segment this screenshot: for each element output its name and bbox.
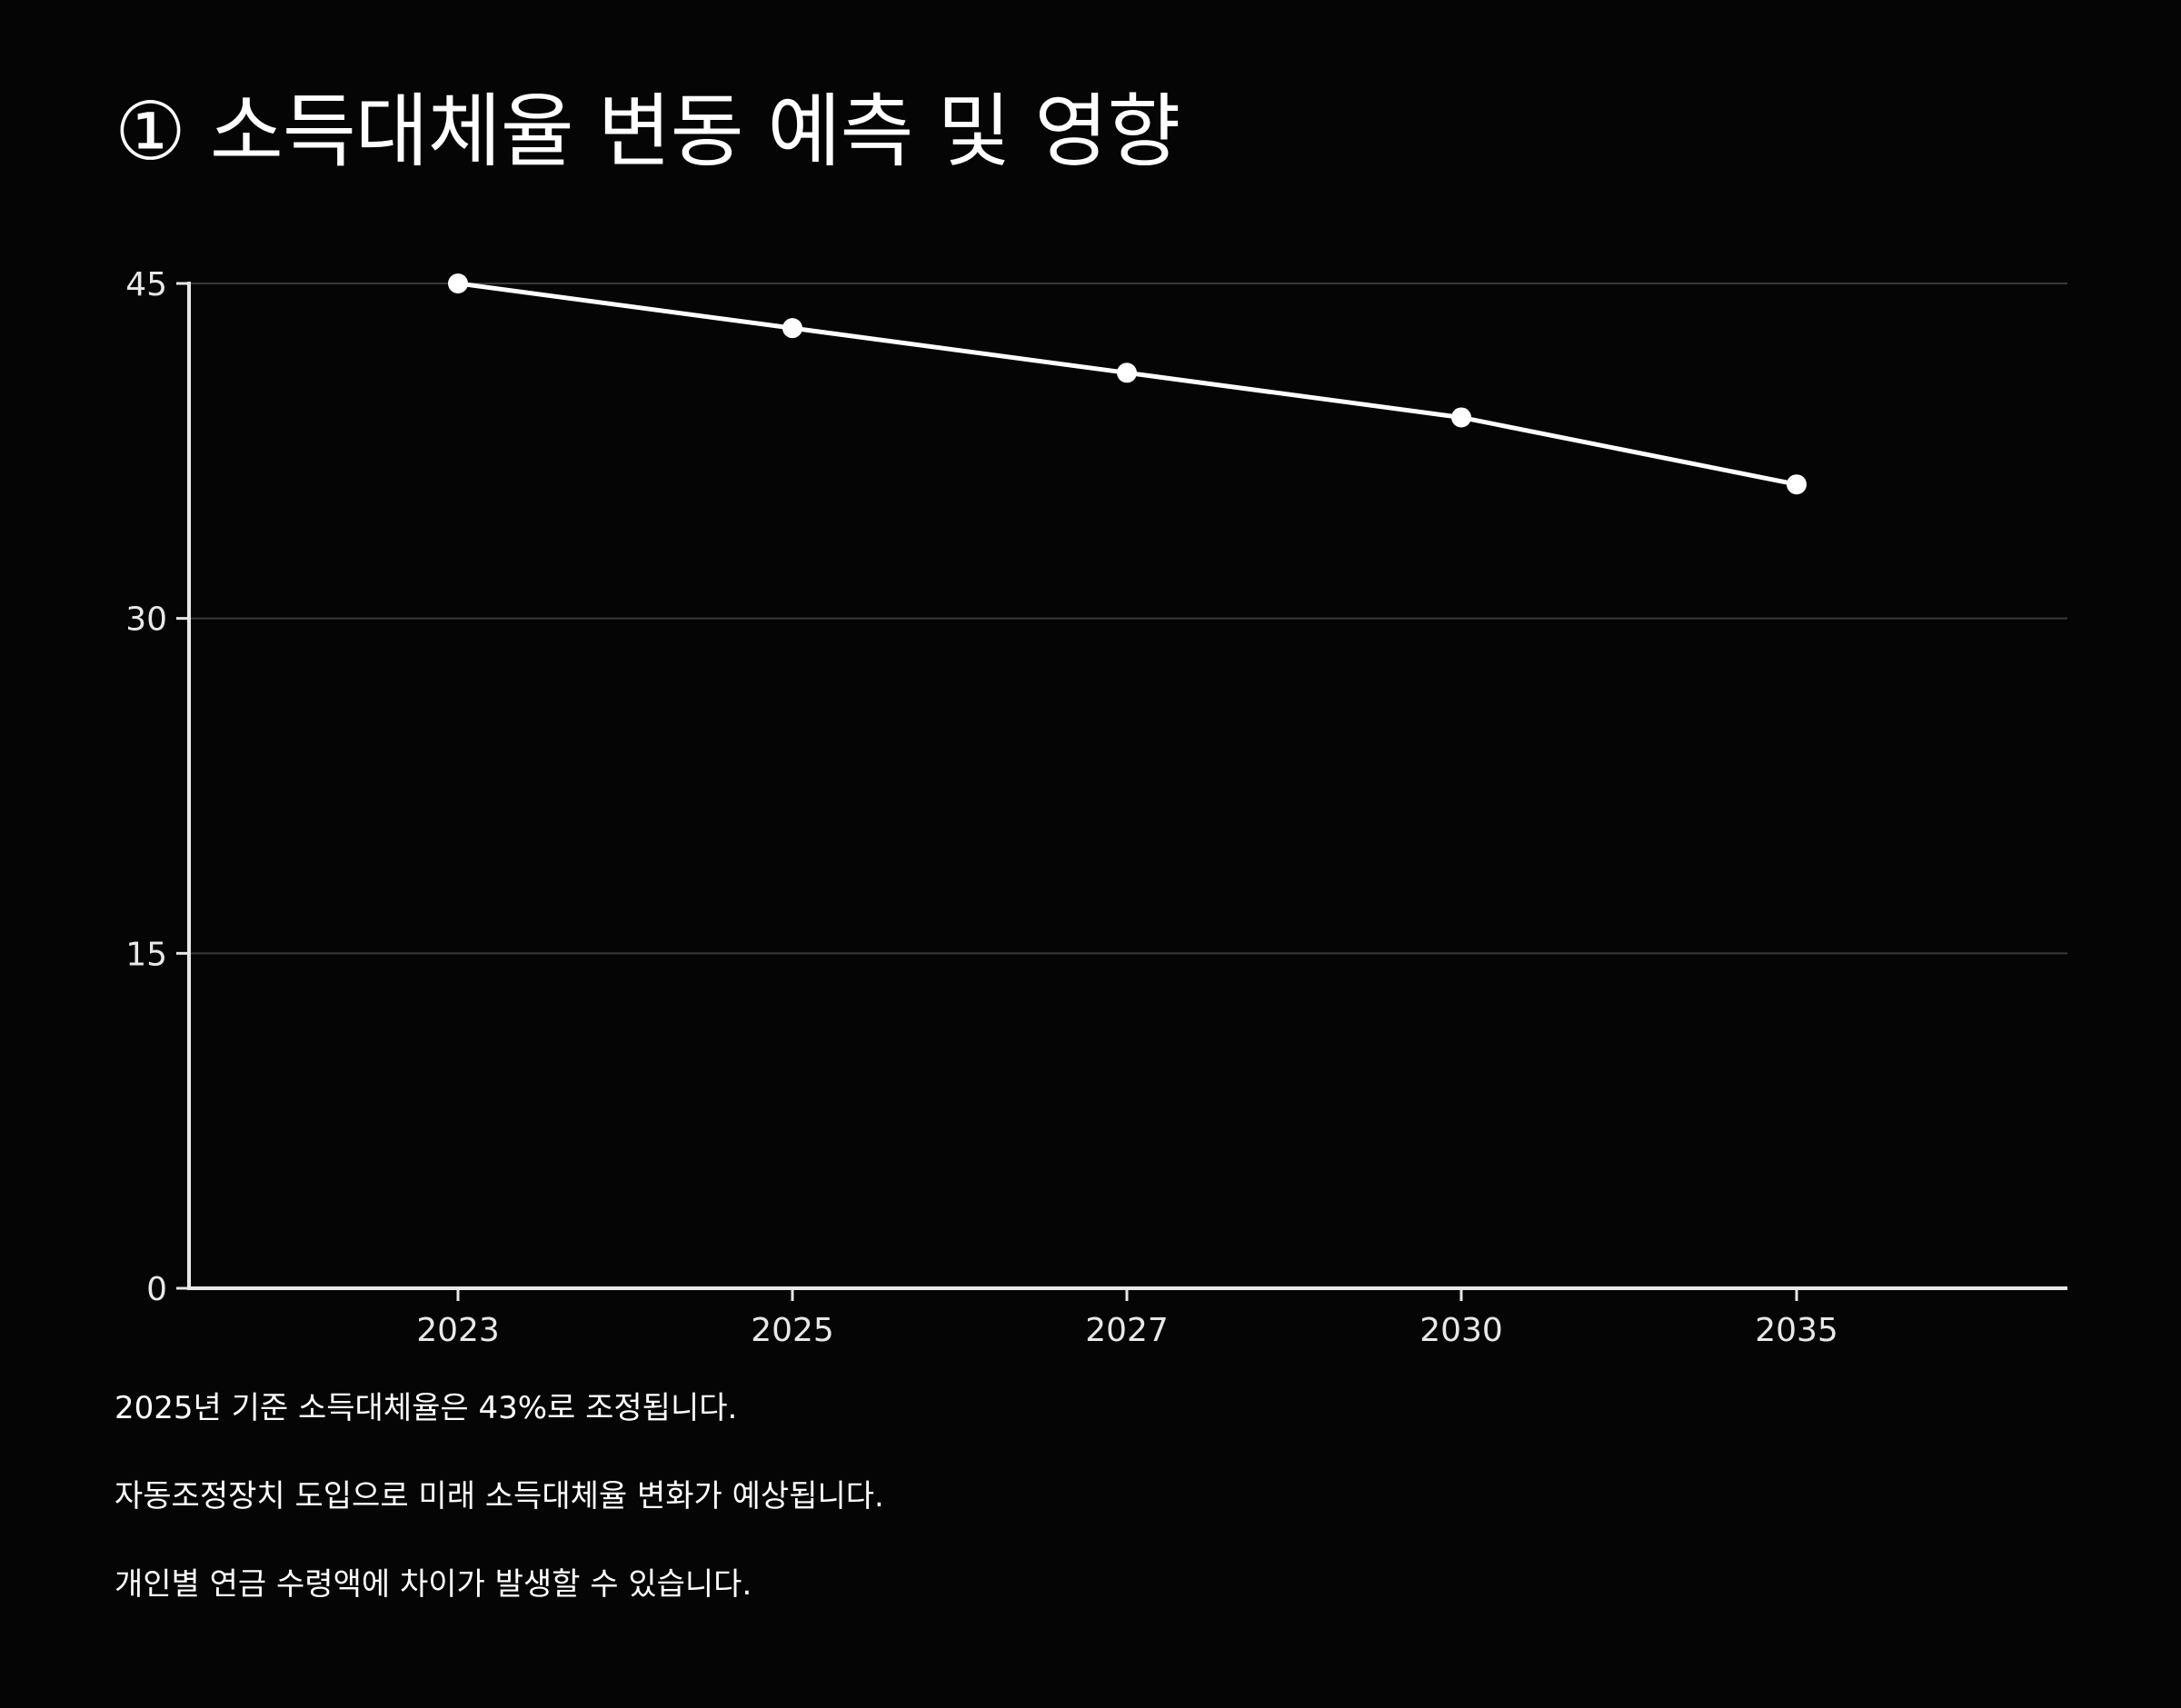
y-tick-label: 15 — [125, 936, 167, 973]
note-text: 2025년 기준 소득대체율은 43%로 조정됩니다. — [115, 1390, 738, 1426]
y-tick-label: 30 — [125, 601, 167, 639]
y-tick-labels: 0 15 30 45 — [125, 266, 167, 1308]
data-point — [782, 318, 802, 339]
notes: 2025년 기준 소득대체율은 43%로 조정됩니다. 자동조정장치 도입으로 … — [115, 1390, 2068, 1653]
chart-title: ① 소득대체율 변동 예측 및 영향 — [115, 84, 1180, 178]
grid-lines — [189, 283, 2067, 955]
x-tick-label: 2023 — [416, 1312, 500, 1349]
x-tick-labels: 2023 2025 2027 2030 2035 — [416, 1312, 1838, 1349]
data-point — [1117, 362, 1137, 383]
axes — [176, 282, 2067, 1301]
data-point — [1451, 407, 1471, 428]
note-text: 개인별 연금 수령액에 차이가 발생할 수 있습니다. — [115, 1565, 752, 1603]
data-point — [1787, 474, 1807, 495]
y-tick-label: 45 — [125, 266, 167, 303]
x-tick-label: 2030 — [1419, 1312, 1503, 1349]
x-tick-label: 2025 — [751, 1312, 834, 1349]
note-text: 자동조정장치 도입으로 미래 소득대체율 변화가 예상됩니다. — [115, 1477, 884, 1514]
x-tick-label: 2035 — [1755, 1312, 1838, 1349]
series-line — [457, 281, 1798, 487]
data-point — [448, 273, 468, 293]
data-series — [448, 273, 1807, 495]
y-tick-label: 0 — [146, 1271, 167, 1308]
x-tick-label: 2027 — [1085, 1312, 1169, 1349]
